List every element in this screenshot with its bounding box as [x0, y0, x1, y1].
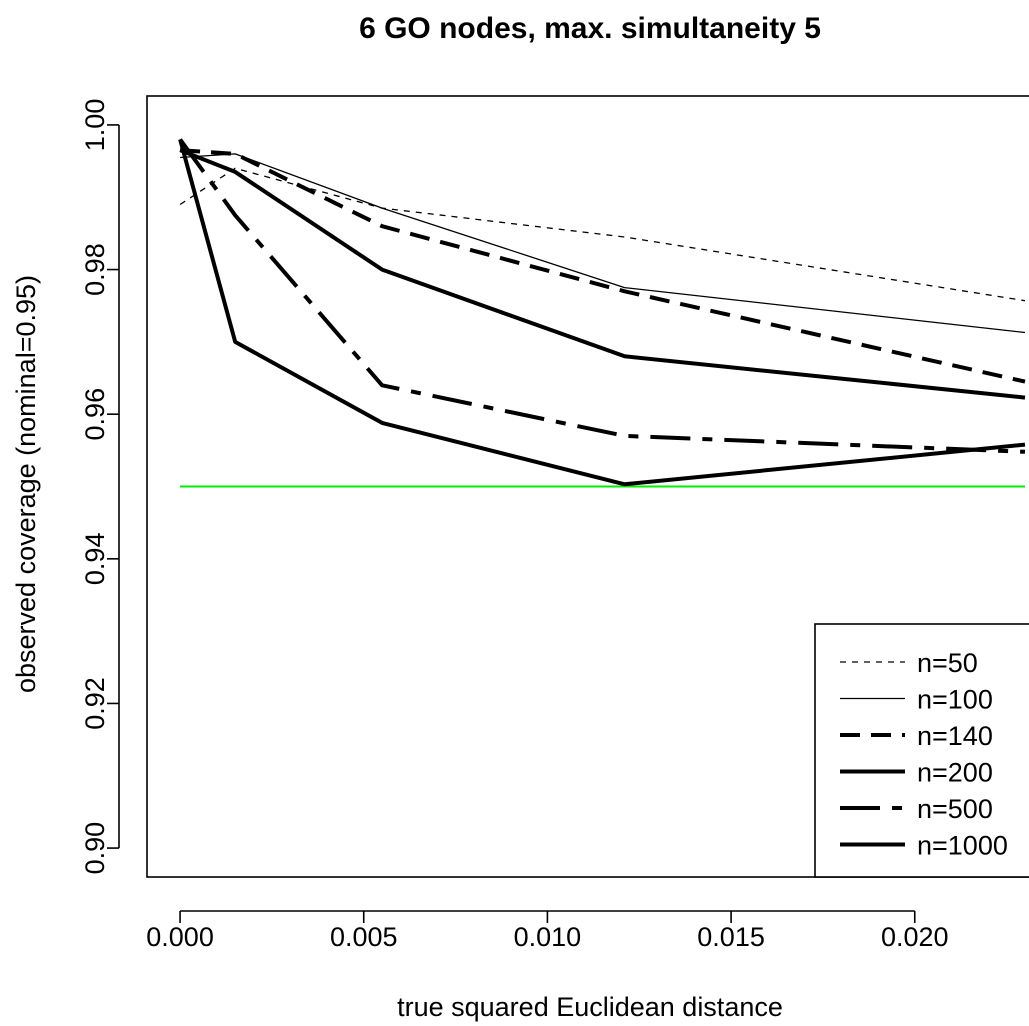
x-tick-label: 0.020 [881, 922, 949, 952]
y-tick-label: 0.90 [80, 822, 110, 875]
y-axis: 0.90 0.92 0.94 0.96 0.98 1.00 [80, 99, 120, 875]
x-tick-label: 0.000 [146, 922, 214, 952]
x-tick-label: 0.005 [330, 922, 398, 952]
plot-area-border [146, 95, 1029, 878]
legend-label: n=500 [917, 794, 993, 824]
series-line-n-1000 [178, 138, 1026, 487]
legend: n=50 n=100 n=140 n=200 n=500 n=1000 [814, 623, 1029, 878]
y-tick-label: 0.94 [80, 533, 110, 586]
legend-label: n=140 [917, 721, 993, 751]
x-tick-label: 0.010 [514, 922, 582, 952]
series-line-n-500 [178, 138, 1026, 454]
legend-box [814, 623, 1029, 878]
y-tick-label: 0.92 [80, 677, 110, 730]
legend-label: n=200 [917, 758, 993, 788]
legend-label: n=50 [917, 648, 978, 678]
chart-title: 6 GO nodes, max. simultaneity 5 [359, 12, 821, 45]
series-line-n-200 [179, 148, 1026, 400]
x-axis: 0.000 0.005 0.010 0.015 0.020 [146, 910, 949, 952]
legend-label: n=100 [917, 685, 993, 715]
legend-label: n=1000 [917, 831, 1008, 861]
y-tick-label: 0.98 [80, 243, 110, 296]
y-axis-label: observed coverage (nominal=0.95) [11, 275, 41, 693]
x-tick-label: 0.015 [697, 922, 765, 952]
series-layer [178, 138, 1026, 487]
y-tick-label: 0.96 [80, 388, 110, 441]
y-tick-label: 1.00 [80, 99, 110, 152]
series-line-n-140 [179, 148, 1026, 384]
series-line-n-100 [180, 153, 1026, 334]
x-axis-label: true squared Euclidean distance [397, 992, 783, 1022]
